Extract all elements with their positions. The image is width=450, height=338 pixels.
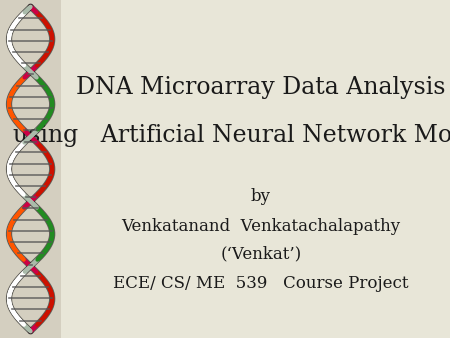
- Text: (‘Venkat’): (‘Venkat’): [220, 245, 302, 262]
- Bar: [0, 0, 61, 338]
- Text: DNA Microarray Data Analysis: DNA Microarray Data Analysis: [76, 76, 446, 99]
- Text: Venkatanand  Venkatachalapathy: Venkatanand Venkatachalapathy: [122, 218, 400, 235]
- Text: using   Artificial Neural Network Models.: using Artificial Neural Network Models.: [13, 124, 450, 147]
- Text: by: by: [251, 188, 271, 204]
- Text: ECE/ CS/ ME  539   Course Project: ECE/ CS/ ME 539 Course Project: [113, 275, 409, 292]
